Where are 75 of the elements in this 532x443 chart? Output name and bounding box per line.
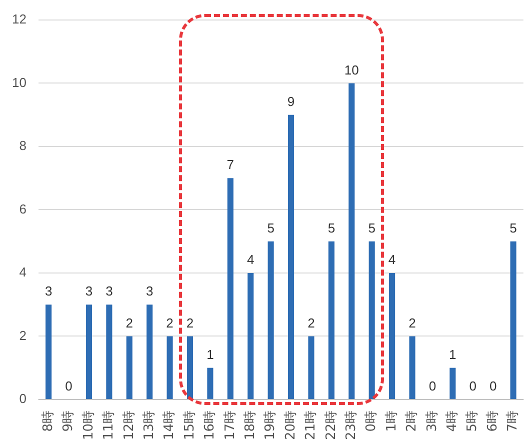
x-tick-label: 8時 [40, 410, 56, 432]
bar [389, 272, 396, 399]
y-tick-label: 0 [19, 391, 26, 406]
bar [46, 304, 52, 399]
data-label: 5 [510, 220, 517, 236]
bar [166, 336, 173, 399]
bar [186, 336, 194, 399]
data-label: 2 [126, 315, 133, 330]
data-label: 0 [428, 378, 436, 394]
data-label: 3 [44, 284, 52, 299]
bar [510, 241, 516, 399]
bar [227, 178, 234, 399]
bar [288, 114, 294, 399]
x-tick-label: 23時 [344, 410, 360, 440]
data-label: 1 [449, 346, 456, 362]
x-tick-label: 6時 [485, 410, 500, 432]
data-label: 2 [186, 315, 194, 330]
bar [308, 336, 314, 399]
data-label: 4 [246, 252, 254, 268]
x-tick-label: 16時 [202, 410, 218, 440]
data-label: 3 [146, 284, 154, 299]
data-label: 2 [166, 315, 174, 330]
data-label: 3 [106, 284, 113, 299]
data-label: 2 [308, 315, 315, 330]
x-tick-label: 21時 [304, 410, 319, 440]
x-tick-label: 19時 [263, 410, 278, 440]
bar [450, 368, 456, 399]
bar [126, 336, 132, 399]
y-tick-label: 6 [19, 201, 26, 216]
y-tick-label: 8 [19, 138, 26, 154]
bar [146, 304, 153, 399]
bar [248, 272, 254, 399]
bar [268, 241, 274, 399]
x-tick-label: 4時 [445, 410, 460, 432]
x-tick-label: 22時 [324, 410, 339, 440]
bar [348, 83, 355, 399]
y-tick-label: 2 [19, 328, 26, 343]
x-tick-label: 15時 [182, 410, 198, 440]
data-label: 7 [226, 157, 234, 172]
y-tick-label: 10 [12, 74, 26, 90]
bar [328, 241, 334, 399]
x-tick-label: 14時 [162, 410, 178, 440]
x-tick-label: 9時 [61, 410, 76, 432]
x-tick-label: 7時 [506, 410, 521, 432]
x-tick-label: 20時 [283, 410, 298, 440]
x-tick-label: 13時 [142, 410, 157, 440]
data-label: 9 [287, 94, 295, 109]
x-tick-label: 12時 [122, 410, 137, 440]
data-label: 4 [388, 252, 396, 268]
data-label: 5 [368, 220, 376, 236]
bar [207, 368, 214, 399]
data-label: 0 [489, 378, 497, 394]
bar [368, 241, 375, 399]
data-label: 3 [85, 284, 93, 299]
data-label: 1 [206, 346, 214, 362]
x-tick-label: 17時 [222, 410, 238, 440]
data-label: 2 [408, 315, 416, 330]
x-tick-label: 2時 [404, 410, 420, 432]
y-tick-label: 12 [12, 12, 26, 27]
y-tick-label: 4 [19, 264, 26, 280]
x-tick-label: 0時 [364, 410, 380, 432]
data-label: 10 [344, 62, 359, 78]
x-tick-label: 11時 [102, 410, 117, 440]
data-label: 0 [469, 378, 476, 394]
x-tick-label: 5時 [465, 410, 480, 432]
data-label: 0 [65, 378, 72, 394]
bar [409, 336, 416, 399]
bar [106, 304, 112, 399]
x-tick-label: 1時 [384, 410, 400, 432]
x-tick-label: 18時 [242, 410, 258, 440]
data-label: 5 [328, 220, 336, 236]
x-tick-label: 3時 [424, 410, 440, 432]
bar [86, 304, 92, 399]
x-tick-label: 10時 [81, 410, 96, 440]
data-label: 5 [267, 220, 274, 236]
